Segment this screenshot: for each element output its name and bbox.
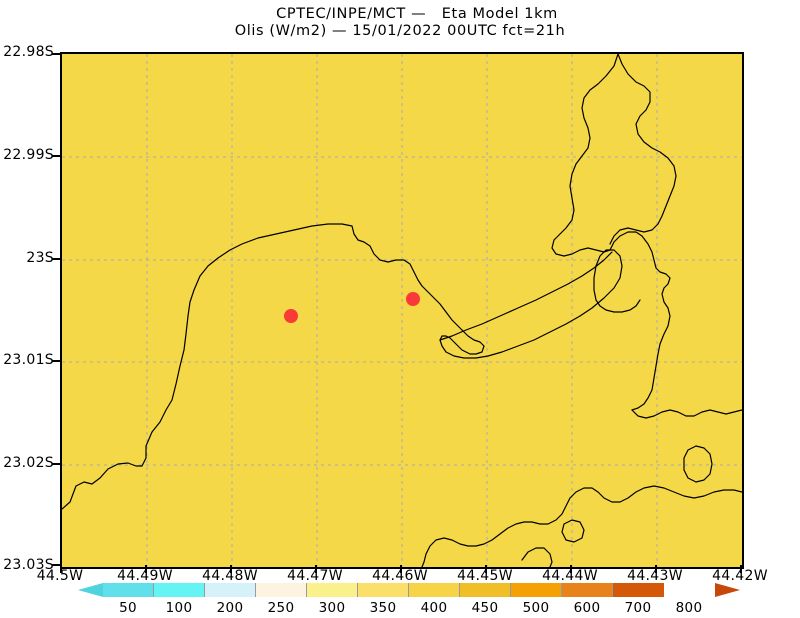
colorbar-band-4 bbox=[307, 583, 358, 597]
y-tick-label-1: 22.99S bbox=[3, 147, 54, 163]
colorbar-band-10 bbox=[613, 583, 664, 597]
x-tick-label-8: 44.42W bbox=[712, 568, 768, 584]
y-tick-mark-4 bbox=[52, 463, 60, 465]
y-tick-mark-2 bbox=[52, 258, 60, 260]
colorbar-tick-10: 700 bbox=[624, 600, 652, 616]
map-canvas bbox=[62, 54, 742, 567]
colorbar-tick-1: 100 bbox=[165, 600, 193, 616]
x-tick-mark-0 bbox=[60, 565, 62, 573]
colorbar-low-arrow bbox=[78, 583, 103, 597]
y-tick-mark-3 bbox=[52, 360, 60, 362]
x-tick-label-0: 44.5W bbox=[36, 568, 84, 584]
x-tick-label-5: 44.45W bbox=[457, 568, 513, 584]
colorbar-tick-5: 350 bbox=[369, 600, 397, 616]
colorbar-band-2 bbox=[205, 583, 256, 597]
map-plot-area bbox=[60, 52, 744, 569]
colorbar-band-0 bbox=[103, 583, 154, 597]
colorbar-tick-9: 600 bbox=[573, 600, 601, 616]
colorbar-tick-2: 200 bbox=[216, 600, 244, 616]
x-tick-label-7: 44.43W bbox=[627, 568, 683, 584]
y-tick-mark-5 bbox=[52, 564, 60, 566]
x-tick-mark-6 bbox=[570, 565, 572, 573]
x-tick-mark-5 bbox=[485, 565, 487, 573]
colorbar-band-8 bbox=[511, 583, 562, 597]
x-tick-mark-3 bbox=[315, 565, 317, 573]
colorbar-tick-7: 450 bbox=[471, 600, 499, 616]
colorbar-band-1 bbox=[154, 583, 205, 597]
colorbar-band-6 bbox=[409, 583, 460, 597]
x-tick-label-3: 44.47W bbox=[287, 568, 343, 584]
station-marker-2 bbox=[406, 292, 420, 306]
x-tick-mark-1 bbox=[145, 565, 147, 573]
colorbar-high-arrow bbox=[715, 583, 740, 597]
colorbar-tick-0: 50 bbox=[119, 600, 137, 616]
station-marker-1 bbox=[284, 309, 298, 323]
chart-subtitle: Olis (W/m2) — 15/01/2022 00UTC fct=21h bbox=[234, 23, 566, 39]
coastline-overlay bbox=[62, 54, 742, 567]
x-tick-label-1: 44.49W bbox=[117, 568, 173, 584]
colorbar-band-9 bbox=[562, 583, 613, 597]
x-tick-mark-2 bbox=[230, 565, 232, 573]
colorbar-legend: 50 100 200 250 300 350 400 450 500 600 7… bbox=[0, 583, 800, 618]
y-tick-label-2: 23S bbox=[26, 250, 54, 266]
colorbar-band-5 bbox=[358, 583, 409, 597]
y-tick-mark-1 bbox=[52, 155, 60, 157]
y-tick-label-5: 23.03S bbox=[3, 557, 54, 573]
colorbar-tick-11: 800 bbox=[675, 600, 703, 616]
x-tick-mark-7 bbox=[655, 565, 657, 573]
colorbar-tick-6: 400 bbox=[420, 600, 448, 616]
y-tick-label-0: 22.98S bbox=[3, 44, 54, 60]
y-tick-label-4: 23.02S bbox=[3, 455, 54, 471]
colorbar-tick-8: 500 bbox=[522, 600, 550, 616]
colorbar-band-7 bbox=[460, 583, 511, 597]
x-tick-label-6: 44.44W bbox=[542, 568, 598, 584]
colorbar-tick-3: 250 bbox=[267, 600, 295, 616]
y-tick-label-3: 23.01S bbox=[3, 352, 54, 368]
colorbar-bands bbox=[103, 583, 664, 597]
x-tick-label-2: 44.48W bbox=[202, 568, 258, 584]
y-tick-mark-0 bbox=[52, 53, 60, 55]
grid-lines bbox=[62, 54, 742, 567]
x-tick-mark-4 bbox=[400, 565, 402, 573]
colorbar-band-3 bbox=[256, 583, 307, 597]
x-tick-mark-8 bbox=[740, 565, 742, 573]
page-title: CPTEC/INPE/MCT — Eta Model 1km bbox=[276, 6, 558, 22]
colorbar-tick-4: 300 bbox=[318, 600, 346, 616]
chart-title-block: CPTEC/INPE/MCT — Eta Model 1km Olis (W/m… bbox=[0, 6, 800, 40]
x-tick-label-4: 44.46W bbox=[372, 568, 428, 584]
station-markers bbox=[284, 292, 420, 323]
